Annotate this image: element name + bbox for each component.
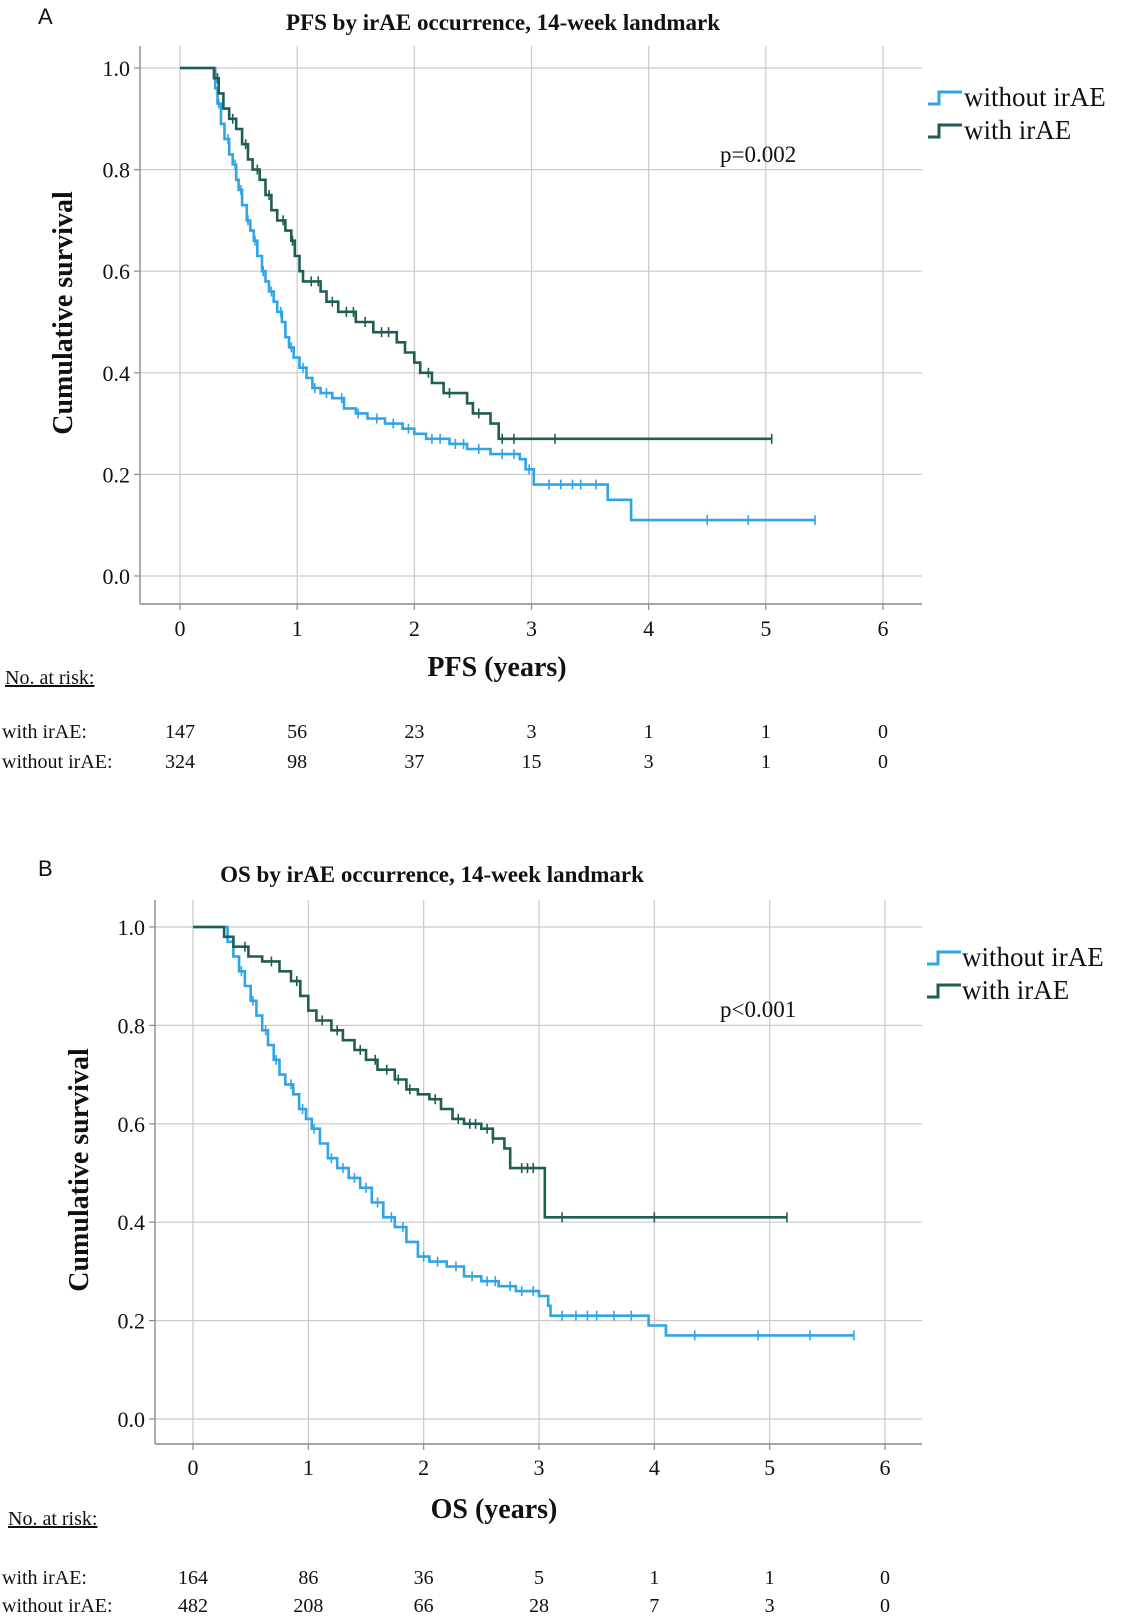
- y-tick-label: 0.8: [118, 1013, 146, 1038]
- risk-value: 37: [404, 751, 424, 773]
- y-tick-label: 1.0: [103, 56, 131, 81]
- panel-a: A PFS by irAE occurrence, 14-week landma…: [2, 4, 1106, 773]
- x-tick-label: 4: [643, 616, 654, 641]
- risk-value: 0: [878, 751, 888, 773]
- legend-label-with-irae: with irAE: [962, 975, 1069, 1005]
- legend: without irAE with irAE: [928, 82, 1106, 145]
- risk-row-label-with-irae: with irAE:: [2, 1567, 87, 1589]
- risk-value: 28: [529, 1595, 549, 1617]
- km-curve-with-irae: [180, 66, 772, 441]
- y-axis-title: Cumulative survival: [48, 191, 79, 435]
- risk-value: 15: [522, 751, 542, 773]
- y-tick-label: 0.4: [118, 1210, 146, 1235]
- panel-letter: A: [38, 4, 53, 29]
- risk-value: 164: [178, 1567, 208, 1589]
- risk-value: 147: [165, 721, 195, 743]
- x-tick-label: 1: [292, 616, 303, 641]
- risk-value: 1: [761, 751, 771, 773]
- legend: without irAE with irAE: [927, 942, 1104, 1005]
- y-tick-label: 0.2: [118, 1309, 146, 1334]
- x-tick-label: 5: [760, 616, 771, 641]
- x-tick-label: 5: [764, 1455, 775, 1480]
- y-tick-label: 0.0: [103, 564, 131, 589]
- grid: [155, 900, 922, 1444]
- legend-swatch-with-irae: [928, 123, 962, 139]
- x-tick-label: 3: [526, 616, 537, 641]
- km-curve-without-irae: [193, 925, 854, 1337]
- km-curve-with-irae: [193, 925, 787, 1219]
- survival-curves: [193, 925, 855, 1341]
- risk-row-label-with-irae: with irAE:: [2, 721, 87, 743]
- y-axis-title: Cumulative survival: [64, 1048, 95, 1292]
- y-tick-label: 1.0: [118, 915, 146, 940]
- legend-swatch-with-irae: [927, 983, 961, 999]
- x-axis-title: PFS (years): [427, 652, 566, 683]
- x-tick-label: 2: [418, 1455, 429, 1480]
- chart-title: OS by irAE occurrence, 14-week landmark: [220, 862, 644, 887]
- legend-label-without-irae: without irAE: [964, 82, 1106, 112]
- axes: 0 1 2 3 4 5 6 0.0 0.2 0.4 0.6 0.8 1.0: [118, 900, 922, 1480]
- risk-value: 86: [298, 1567, 318, 1589]
- survival-curves: [180, 66, 816, 526]
- x-tick-label: 2: [409, 616, 420, 641]
- risk-values: 164 86 36 5 1 1 0 482 208 66 28 7 3 0: [178, 1567, 890, 1617]
- x-axis-title: OS (years): [431, 1494, 558, 1525]
- risk-value: 98: [287, 751, 307, 773]
- risk-values: 147 56 23 3 1 1 0 324 98 37 15 3 1 0: [165, 721, 888, 773]
- risk-value: 7: [649, 1595, 659, 1617]
- risk-value: 1: [649, 1567, 659, 1589]
- risk-row-label-without-irae: without irAE:: [2, 751, 113, 773]
- risk-value: 3: [527, 721, 537, 743]
- risk-value: 1: [765, 1567, 775, 1589]
- risk-value: 1: [761, 721, 771, 743]
- legend-label-with-irae: with irAE: [964, 115, 1071, 145]
- risk-table-header: No. at risk:: [5, 667, 94, 689]
- chart-title: PFS by irAE occurrence, 14-week landmark: [286, 10, 720, 35]
- risk-value: 23: [404, 721, 424, 743]
- risk-value: 5: [534, 1567, 544, 1589]
- y-tick-label: 0.6: [118, 1112, 146, 1137]
- grid: [140, 46, 922, 604]
- risk-value: 0: [880, 1567, 890, 1589]
- risk-value: 208: [293, 1595, 323, 1617]
- axes: 0 1 2 3 4 5 6 0.0 0.2 0.4 0.6 0.8 1.0: [103, 46, 922, 641]
- x-tick-label: 3: [534, 1455, 545, 1480]
- risk-value: 56: [287, 721, 307, 743]
- x-tick-label: 6: [880, 1455, 891, 1480]
- risk-value: 3: [644, 751, 654, 773]
- x-tick-label: 1: [303, 1455, 314, 1480]
- risk-value: 324: [165, 751, 195, 773]
- risk-value: 66: [414, 1595, 434, 1617]
- risk-table-header: No. at risk:: [8, 1508, 97, 1530]
- risk-row-label-without-irae: without irAE:: [2, 1595, 113, 1617]
- x-tick-label: 0: [175, 616, 186, 641]
- p-value: p=0.002: [720, 142, 796, 167]
- risk-table: No. at risk: with irAE: without irAE: 14…: [2, 667, 888, 773]
- risk-value: 482: [178, 1595, 208, 1617]
- panel-b: B OS by irAE occurrence, 14-week landmar…: [2, 856, 1104, 1617]
- y-tick-label: 0.0: [118, 1407, 146, 1432]
- y-tick-label: 0.6: [103, 259, 131, 284]
- risk-value: 36: [414, 1567, 434, 1589]
- km-curve-without-irae: [180, 66, 815, 522]
- risk-value: 0: [878, 721, 888, 743]
- risk-value: 3: [765, 1595, 775, 1617]
- y-tick-label: 0.4: [103, 361, 131, 386]
- risk-table: No. at risk: with irAE: without irAE: 16…: [2, 1508, 890, 1617]
- x-tick-label: 4: [649, 1455, 660, 1480]
- risk-value: 1: [644, 721, 654, 743]
- risk-value: 0: [880, 1595, 890, 1617]
- y-tick-label: 0.8: [103, 158, 131, 183]
- x-tick-label: 6: [878, 616, 889, 641]
- p-value: p<0.001: [720, 997, 796, 1022]
- x-tick-label: 0: [188, 1455, 199, 1480]
- legend-label-without-irae: without irAE: [962, 942, 1104, 972]
- legend-swatch-without-irae: [927, 950, 961, 966]
- legend-swatch-without-irae: [928, 90, 962, 106]
- y-tick-label: 0.2: [103, 462, 131, 487]
- panel-letter: B: [38, 856, 53, 881]
